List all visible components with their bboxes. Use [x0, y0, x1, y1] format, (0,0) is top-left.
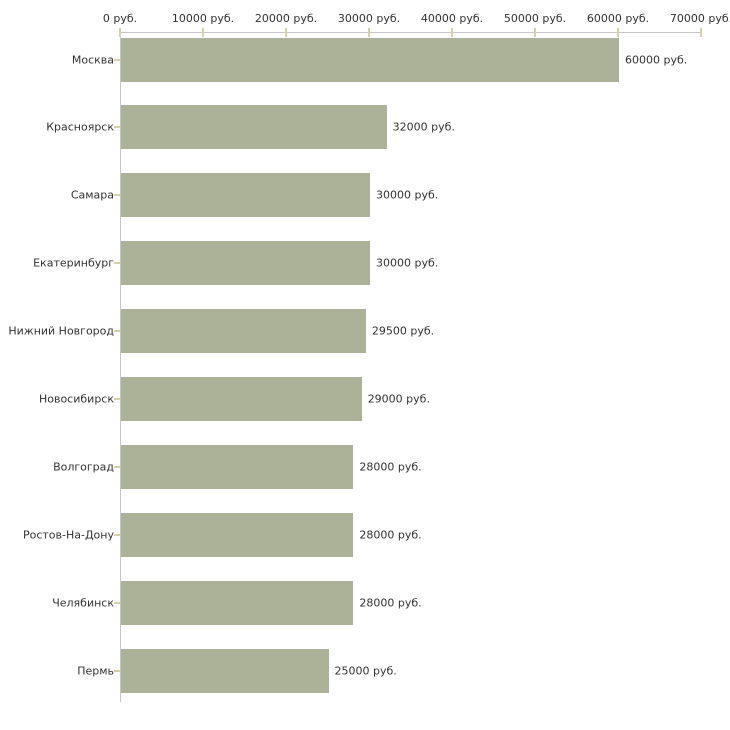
x-axis-tick-label: 70000 руб.	[669, 12, 730, 25]
bar-Волгоград	[121, 444, 354, 489]
x-axis-tick	[617, 28, 619, 37]
x-axis-tick-label: 60000 руб.	[586, 12, 650, 25]
bar-Красноярск	[121, 105, 387, 150]
x-axis-tick-label: 0 руб.	[102, 12, 138, 25]
category-label: Волгоград	[53, 460, 114, 474]
y-axis-tick	[114, 669, 120, 672]
bar-Екатеринбург	[121, 241, 370, 286]
y-axis-tick	[114, 398, 120, 400]
x-axis-tick-label: 20000 руб.	[254, 12, 318, 25]
category-label: Екатеринбург	[33, 256, 114, 270]
bar-Ростов-На-Дону	[121, 512, 354, 557]
x-axis-tick-label: 40000 руб.	[420, 12, 484, 25]
x-axis-tick	[451, 28, 453, 37]
value-label: 28000 руб.	[359, 596, 422, 610]
category-label: Нижний Новгород	[8, 324, 114, 338]
x-axis-tick	[285, 28, 287, 37]
value-label: 32000 руб.	[392, 120, 455, 134]
bar-Самара	[121, 173, 370, 218]
value-label: 30000 руб.	[376, 188, 439, 202]
category-label: Новосибирск	[38, 392, 114, 406]
bar-Москва	[121, 37, 619, 82]
x-axis-tick	[119, 28, 121, 37]
y-axis-tick	[114, 533, 120, 536]
category-label: Челябинск	[52, 596, 114, 610]
y-axis-tick	[114, 126, 120, 129]
y-axis-tick	[114, 465, 120, 468]
y-axis-tick	[114, 262, 120, 265]
category-label: Самара	[70, 188, 114, 202]
category-label: Ростов-На-Дону	[22, 528, 114, 542]
value-label: 30000 руб.	[376, 256, 439, 270]
y-axis-tick	[114, 58, 120, 61]
category-label: Красноярск	[46, 120, 114, 134]
x-axis-tick	[368, 28, 370, 37]
x-axis-tick	[202, 28, 204, 37]
value-label: 25000 руб.	[334, 664, 397, 678]
value-label: 60000 руб.	[625, 53, 688, 66]
x-axis-tick-label: 10000 руб.	[171, 12, 235, 25]
value-label: 28000 руб.	[359, 528, 422, 542]
x-axis-line	[120, 32, 702, 33]
x-axis-tick	[700, 28, 702, 37]
y-axis-tick	[114, 601, 120, 604]
y-axis-tick	[114, 194, 120, 197]
y-axis-line	[120, 32, 121, 702]
y-axis-tick	[114, 330, 120, 333]
x-axis-tick	[534, 28, 536, 37]
x-axis-tick-label: 50000 руб.	[503, 12, 567, 25]
bar-Челябинск	[121, 580, 354, 625]
bar-Новосибирск	[121, 377, 362, 421]
value-label: 29500 руб.	[371, 324, 435, 338]
value-label: 28000 руб.	[359, 460, 422, 474]
category-label: Пермь	[77, 664, 114, 678]
value-label: 29000 руб.	[367, 392, 430, 406]
category-label: Москва	[71, 53, 114, 66]
bar-Пермь	[121, 648, 329, 693]
bar-Нижний Новгород	[121, 309, 366, 354]
x-axis-tick-label: 30000 руб.	[337, 12, 401, 25]
